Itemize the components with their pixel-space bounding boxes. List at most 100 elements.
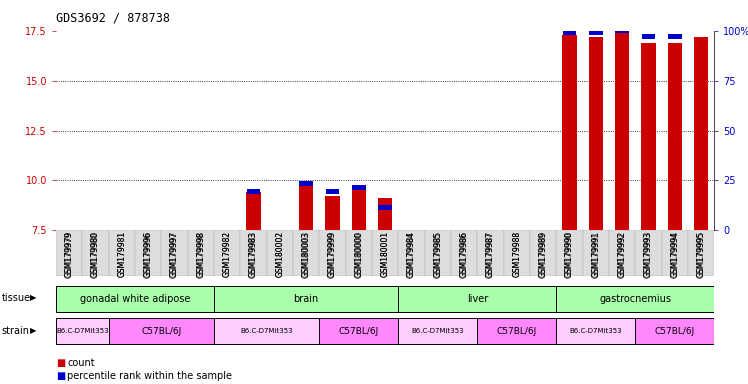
FancyBboxPatch shape	[108, 230, 135, 276]
Text: GSM179985: GSM179985	[433, 230, 442, 276]
Bar	[642, 34, 655, 39]
FancyBboxPatch shape	[557, 318, 635, 344]
Text: GSM179984: GSM179984	[407, 231, 416, 278]
FancyBboxPatch shape	[372, 230, 399, 276]
FancyBboxPatch shape	[425, 230, 451, 276]
Bar	[562, 35, 577, 230]
FancyBboxPatch shape	[214, 286, 399, 311]
FancyBboxPatch shape	[635, 230, 662, 276]
FancyBboxPatch shape	[188, 230, 214, 276]
FancyBboxPatch shape	[662, 230, 688, 276]
Text: GSM180002: GSM180002	[275, 230, 284, 276]
Text: GSM179989: GSM179989	[539, 231, 548, 278]
Text: C57BL/6J: C57BL/6J	[141, 327, 182, 336]
Text: GSM179993: GSM179993	[644, 231, 653, 278]
Bar	[378, 205, 392, 210]
Text: GSM179986: GSM179986	[460, 231, 469, 278]
FancyBboxPatch shape	[609, 230, 635, 276]
Text: ▶: ▶	[30, 293, 37, 302]
FancyBboxPatch shape	[477, 230, 503, 276]
Text: GSM180000: GSM180000	[355, 230, 364, 276]
Text: GSM179981: GSM179981	[117, 230, 126, 276]
Text: ■: ■	[56, 358, 65, 368]
Text: tissue: tissue	[1, 293, 31, 303]
Text: GSM179996: GSM179996	[144, 230, 153, 277]
Text: GSM179982: GSM179982	[223, 231, 232, 278]
Text: GSM179987: GSM179987	[486, 230, 495, 276]
Text: GSM179993: GSM179993	[644, 230, 653, 277]
Text: GSM179997: GSM179997	[170, 230, 179, 277]
Text: GDS3692 / 878738: GDS3692 / 878738	[56, 12, 170, 25]
Text: ■: ■	[56, 371, 65, 381]
Text: GSM179988: GSM179988	[512, 231, 521, 278]
Text: GSM179996: GSM179996	[144, 231, 153, 278]
Text: GSM180000: GSM180000	[355, 231, 364, 278]
Text: GSM179979: GSM179979	[65, 231, 74, 278]
FancyBboxPatch shape	[503, 230, 530, 276]
Text: gonadal white adipose: gonadal white adipose	[80, 293, 190, 304]
Text: GSM179983: GSM179983	[249, 231, 258, 278]
Text: GSM179989: GSM179989	[539, 230, 548, 276]
Bar	[694, 37, 708, 230]
Text: count: count	[67, 358, 95, 368]
FancyBboxPatch shape	[56, 286, 214, 311]
Text: liver: liver	[467, 293, 488, 304]
Text: GSM179991: GSM179991	[592, 231, 601, 278]
Text: GSM180001: GSM180001	[381, 231, 390, 278]
Text: GSM179981: GSM179981	[117, 231, 126, 278]
FancyBboxPatch shape	[635, 318, 714, 344]
Text: GSM179998: GSM179998	[197, 231, 206, 278]
Text: B6.C-D7Mit353: B6.C-D7Mit353	[411, 328, 465, 334]
Bar	[562, 30, 577, 35]
FancyBboxPatch shape	[451, 230, 477, 276]
Text: C57BL/6J: C57BL/6J	[339, 327, 379, 336]
FancyBboxPatch shape	[82, 230, 108, 276]
FancyBboxPatch shape	[108, 318, 214, 344]
Text: GSM179995: GSM179995	[696, 231, 705, 278]
FancyBboxPatch shape	[399, 230, 425, 276]
Bar	[641, 43, 656, 230]
Text: GSM179995: GSM179995	[696, 230, 705, 277]
Text: GSM179980: GSM179980	[91, 231, 100, 278]
Bar	[616, 28, 629, 33]
Text: GSM179985: GSM179985	[433, 231, 442, 278]
Text: GSM179982: GSM179982	[223, 230, 232, 276]
FancyBboxPatch shape	[319, 230, 346, 276]
FancyBboxPatch shape	[214, 230, 240, 276]
Text: GSM179999: GSM179999	[328, 231, 337, 278]
Text: ▶: ▶	[30, 326, 37, 336]
Bar	[352, 190, 366, 230]
Text: GSM180001: GSM180001	[381, 230, 390, 276]
FancyBboxPatch shape	[399, 286, 557, 311]
Bar	[694, 26, 708, 31]
Bar	[325, 197, 340, 230]
Text: strain: strain	[1, 326, 29, 336]
Bar	[589, 37, 603, 230]
Text: percentile rank within the sample: percentile rank within the sample	[67, 371, 233, 381]
FancyBboxPatch shape	[688, 230, 714, 276]
Text: GSM180003: GSM180003	[301, 231, 310, 278]
FancyBboxPatch shape	[557, 286, 714, 311]
FancyBboxPatch shape	[162, 230, 188, 276]
Text: GSM179992: GSM179992	[618, 230, 627, 276]
Bar	[325, 189, 340, 194]
Text: C57BL/6J: C57BL/6J	[654, 327, 695, 336]
Bar	[352, 185, 366, 190]
Text: GSM179980: GSM179980	[91, 230, 100, 276]
FancyBboxPatch shape	[214, 318, 319, 344]
FancyBboxPatch shape	[56, 230, 82, 276]
Text: brain: brain	[294, 293, 319, 304]
Text: B6.C-D7Mit353: B6.C-D7Mit353	[56, 328, 108, 334]
FancyBboxPatch shape	[240, 230, 267, 276]
Text: B6.C-D7Mit353: B6.C-D7Mit353	[240, 328, 293, 334]
FancyBboxPatch shape	[135, 230, 162, 276]
FancyBboxPatch shape	[530, 230, 557, 276]
Text: GSM179994: GSM179994	[670, 231, 679, 278]
Text: B6.C-D7Mit353: B6.C-D7Mit353	[569, 328, 622, 334]
Text: GSM179994: GSM179994	[670, 230, 679, 277]
Bar	[668, 34, 681, 39]
FancyBboxPatch shape	[293, 230, 319, 276]
Bar	[589, 30, 603, 35]
FancyBboxPatch shape	[399, 318, 477, 344]
Text: gastrocnemius: gastrocnemius	[599, 293, 672, 304]
